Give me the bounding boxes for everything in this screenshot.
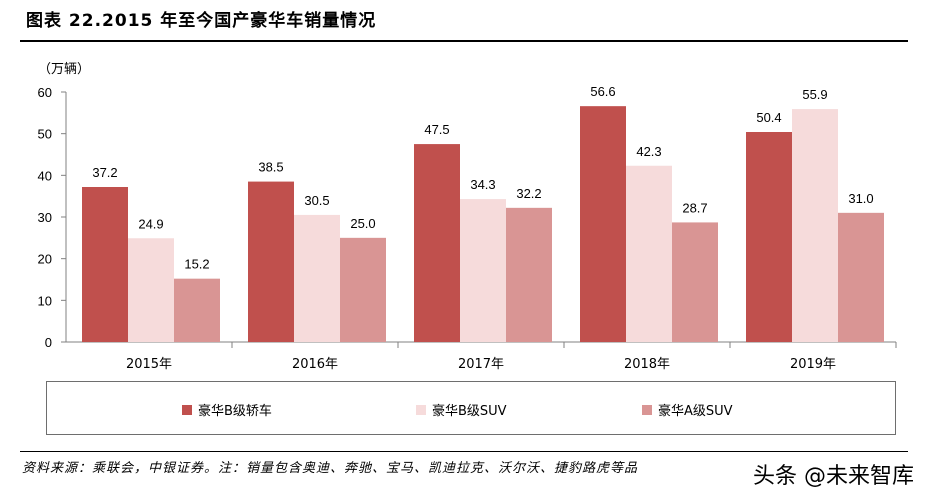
bar [340,237,386,342]
data-label: 24.9 [138,216,163,231]
watermark-text: 头条 @未来智库 [753,464,914,489]
data-label: 37.2 [92,165,117,180]
data-label: 38.5 [258,160,283,175]
data-label: 28.7 [682,200,707,215]
bar [580,106,626,343]
chart-title: 图表 22.2015 年至今国产豪华车销量情况 [26,11,377,31]
data-label: 31.0 [848,191,873,206]
bar [838,212,884,342]
legend: 豪华B级轿车 豪华B级SUV 豪华A级SUV [46,381,896,435]
bar [460,199,506,342]
y-axis-unit: （万辆） [38,62,91,77]
legend-label: 豪华A级SUV [658,404,733,419]
y-tick-label: 20 [38,252,52,267]
data-label: 15.2 [184,257,209,272]
watermark: 头条 @未来智库 [749,458,918,490]
y-tick-label: 0 [45,335,52,350]
legend-swatch [416,404,426,415]
data-label: 30.5 [304,193,329,208]
x-tick-label: 2015年 [126,357,172,372]
x-tick-label: 2016年 [292,357,338,372]
footer-rule [20,451,908,452]
bar [506,207,552,342]
data-label: 47.5 [424,122,449,137]
bar [792,109,838,342]
y-tick-label: 40 [38,168,52,183]
data-label: 42.3 [636,144,661,159]
legend-item-a-suv: 豪华A级SUV [642,400,733,419]
data-label: 56.6 [590,84,615,99]
bar [414,144,460,342]
data-label: 55.9 [802,87,827,102]
data-label: 25.0 [350,216,375,231]
y-tick-label: 30 [38,210,52,225]
bar-chart: 0 10 20 30 40 50 60 2015年 37.2 24.9 15.2 2016年 38.5 3… [38,84,897,372]
source-note: 资料来源：乘联会，中银证券。注：销量包含奥迪、奔驰、宝马、凯迪拉克、沃尔沃、捷豹… [22,461,639,476]
bar [82,187,128,342]
legend-label: 豪华B级SUV [432,404,507,419]
title-rule [20,40,908,42]
data-label: 32.2 [516,186,541,201]
y-tick-label: 60 [38,85,52,100]
y-tick-label: 10 [38,293,52,308]
legend-item-b-sedan: 豪华B级轿车 [182,400,272,419]
x-tick-label: 2018年 [624,357,670,372]
bar [128,238,174,342]
bar [746,132,792,342]
legend-swatch [642,404,652,415]
legend-swatch [182,404,192,415]
data-label: 50.4 [756,110,781,125]
bar [626,165,672,342]
x-tick-label: 2017年 [458,357,504,372]
legend-item-b-suv: 豪华B级SUV [416,400,507,419]
bar [174,278,220,342]
bar [672,222,718,342]
legend-label: 豪华B级轿车 [198,404,272,419]
bar [294,214,340,342]
bar [248,181,294,342]
y-tick-label: 50 [38,127,52,142]
data-label: 34.3 [470,177,495,192]
x-tick-label: 2019年 [790,357,836,372]
